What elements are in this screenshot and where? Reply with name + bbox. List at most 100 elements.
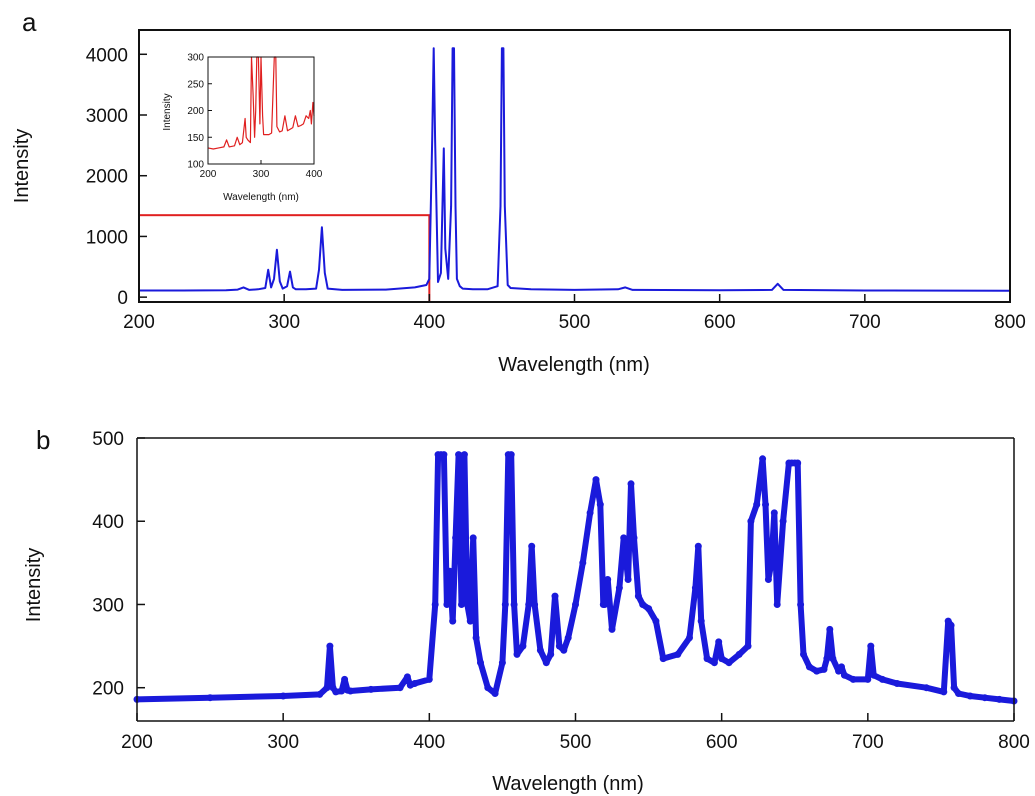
x-tick-label: 600 <box>704 312 736 333</box>
panel-a-y-axis-ticks: 0 1000 2000 3000 4000 <box>86 45 147 309</box>
y-tick-label: 3000 <box>86 106 128 127</box>
x-tick-label: 500 <box>560 732 592 753</box>
y-tick-label: 2000 <box>86 167 128 188</box>
panel-b-x-axis-title: Wavelength (nm) <box>492 773 644 795</box>
data-point <box>601 601 609 608</box>
x-tick-label: 400 <box>413 732 445 753</box>
inset-y-tick-label: 150 <box>187 133 204 144</box>
data-point <box>536 646 544 654</box>
data-point <box>396 684 404 692</box>
data-point <box>449 617 457 625</box>
data-point <box>966 692 974 700</box>
x-tick-label: 300 <box>268 312 300 333</box>
data-point <box>715 638 723 646</box>
spectrum-band <box>134 451 1017 704</box>
data-point <box>316 690 324 698</box>
data-point <box>326 642 334 650</box>
data-point <box>697 617 705 625</box>
data-point <box>820 665 828 673</box>
data-point <box>466 617 474 625</box>
data-point <box>840 671 848 679</box>
inset-spectrum-line <box>207 56 315 150</box>
inset-y-axis-title: Intensity <box>162 93 173 130</box>
y-tick-label: 0 <box>117 288 128 309</box>
data-point <box>624 576 632 583</box>
data-point <box>718 655 726 663</box>
panel-a-letter: a <box>22 7 37 37</box>
data-point <box>725 659 733 667</box>
x-tick-label: 600 <box>706 732 738 753</box>
data-point <box>431 601 439 608</box>
data-point <box>507 451 515 459</box>
data-point <box>797 601 805 608</box>
data-point <box>639 601 647 608</box>
data-point <box>870 671 878 679</box>
data-point <box>864 675 872 683</box>
data-point <box>779 517 787 525</box>
panel-a-inset: 200 300 400 100 150 200 250 300 Wavelength (nm… <box>162 53 323 204</box>
panel-a-x-axis-title: Wavelength (nm) <box>498 354 650 376</box>
data-point <box>878 675 886 683</box>
data-point <box>686 634 693 642</box>
inset-x-axis-title: Wavelength (nm) <box>223 192 299 203</box>
data-point <box>800 650 807 658</box>
data-point <box>346 687 354 695</box>
x-tick-label: 400 <box>413 312 445 333</box>
data-point <box>592 476 600 484</box>
data-point <box>323 684 331 692</box>
inset-x-tick-label: 200 <box>200 169 217 180</box>
data-point <box>463 601 471 608</box>
panel-a: a 200 300 400 500 600 700 800 0 1000 2000 3000 400… <box>11 7 1026 376</box>
data-point <box>206 694 214 702</box>
data-point <box>446 567 454 575</box>
data-point <box>411 680 419 687</box>
data-point <box>823 655 831 663</box>
panel-a-x-axis-ticks: 200 300 400 500 600 700 800 <box>123 294 1026 333</box>
y-tick-label: 500 <box>92 429 124 450</box>
data-point <box>519 642 527 650</box>
data-point <box>764 576 772 583</box>
data-point <box>572 601 579 608</box>
x-tick-label: 800 <box>998 732 1030 753</box>
data-point <box>691 584 699 592</box>
data-point <box>341 675 349 683</box>
data-point <box>555 642 563 650</box>
data-point <box>759 455 767 463</box>
data-point <box>735 650 743 658</box>
data-point <box>425 675 433 683</box>
data-point <box>510 601 518 608</box>
y-tick-label: 200 <box>92 679 124 700</box>
data-point <box>652 617 660 625</box>
data-point <box>922 684 930 692</box>
data-point <box>940 688 948 696</box>
data-point <box>608 625 616 633</box>
inset-y-tick-label: 250 <box>187 79 204 90</box>
data-point <box>867 642 875 650</box>
data-point <box>551 592 559 600</box>
x-tick-label: 500 <box>559 312 591 333</box>
data-point <box>579 559 587 567</box>
data-point <box>440 451 448 459</box>
data-point <box>762 501 769 509</box>
data-point <box>513 650 521 658</box>
inset-x-tick-label: 400 <box>306 169 323 180</box>
data-point <box>586 509 594 517</box>
data-point <box>627 480 635 488</box>
data-point <box>501 601 509 608</box>
data-point <box>981 694 989 702</box>
data-point <box>674 650 682 658</box>
panel-b-y-axis-title: Intensity <box>23 548 45 622</box>
data-point <box>542 659 550 667</box>
panel-b-spectrum-points <box>133 451 1018 705</box>
data-point <box>528 542 536 550</box>
data-point <box>443 601 451 608</box>
data-point <box>634 592 642 600</box>
panel-a-y-axis-title: Intensity <box>11 129 33 203</box>
data-point <box>403 673 411 681</box>
data-point <box>531 601 539 608</box>
inset-y-tick-label: 100 <box>187 160 204 171</box>
x-tick-label: 200 <box>121 732 153 753</box>
y-tick-label: 4000 <box>86 45 128 66</box>
data-point <box>893 680 901 687</box>
data-point <box>460 451 468 459</box>
